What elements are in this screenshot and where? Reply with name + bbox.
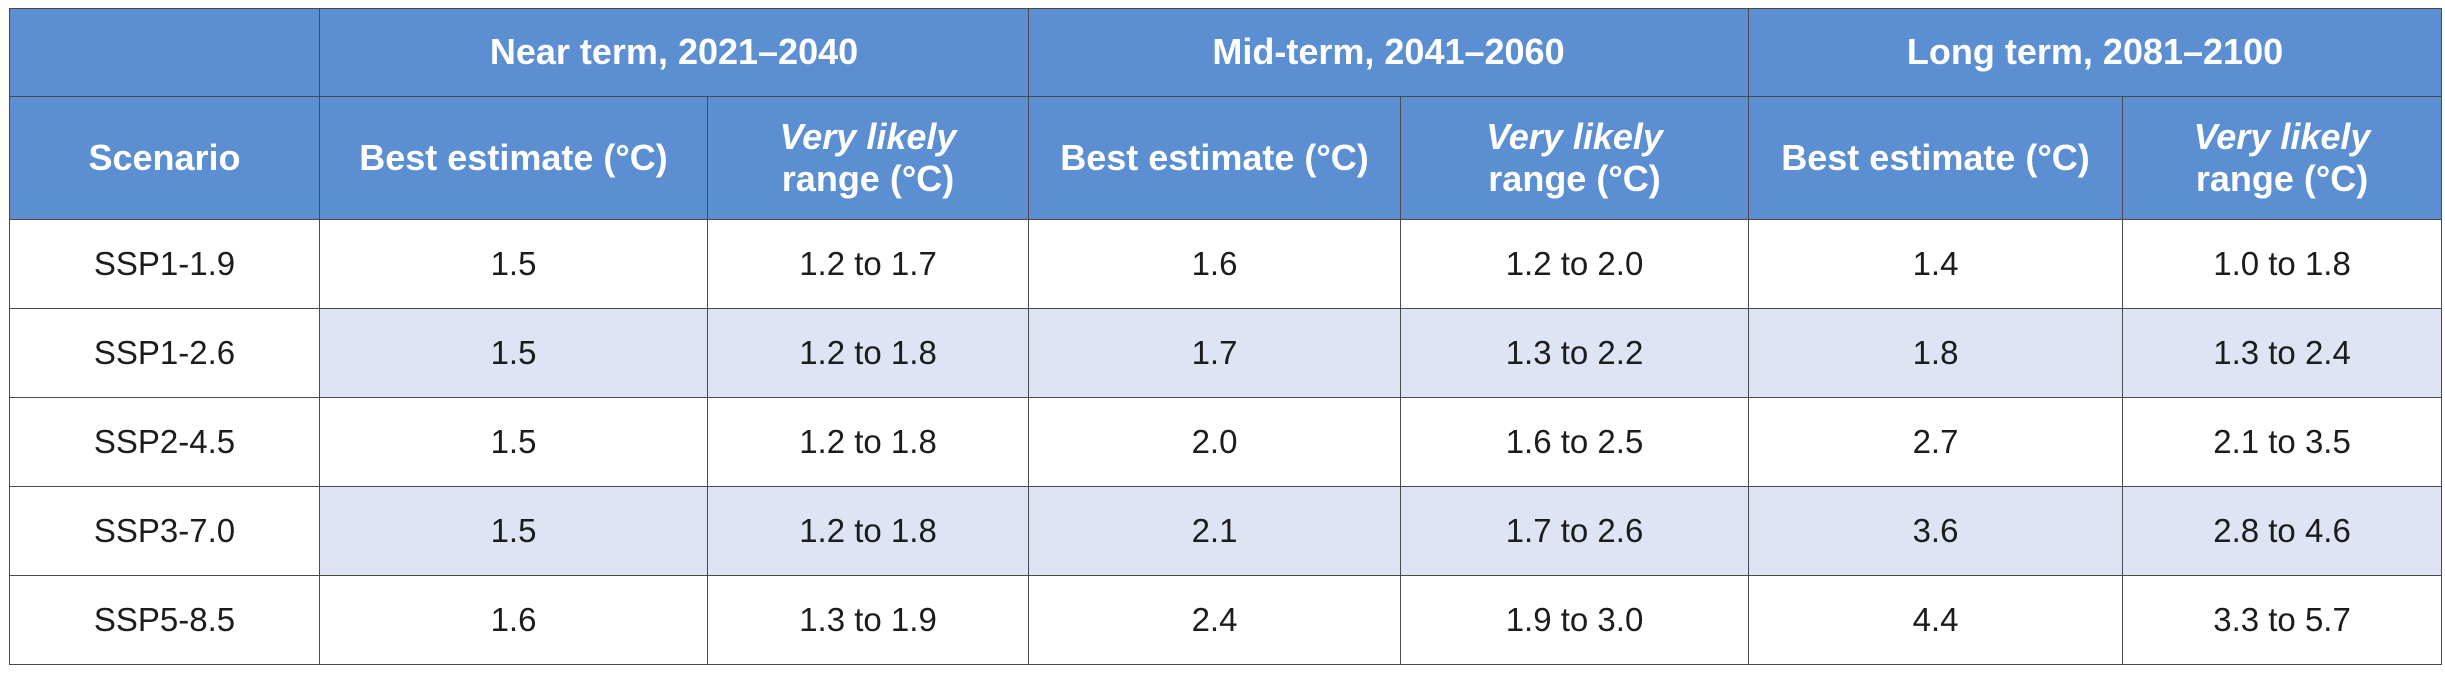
mid-range-cell: 1.9 to 3.0	[1399, 575, 1750, 665]
table-row: SSP5-8.5 1.6 1.3 to 1.9 2.4 1.9 to 3.0 4…	[9, 575, 2443, 665]
long-range-cell: 3.3 to 5.7	[2122, 575, 2443, 665]
mid-best-cell: 2.4	[1028, 575, 1401, 665]
period-header-near-term: Near term, 2021–2040	[319, 8, 1029, 97]
period-header-row: Near term, 2021–2040 Mid-term, 2041–2060…	[9, 8, 2443, 97]
mid-best-estimate-header: Best estimate (°C)	[1028, 96, 1401, 220]
near-range-cell: 1.2 to 1.7	[707, 219, 1029, 309]
mid-best-cell: 1.6	[1028, 219, 1401, 309]
mid-range-cell: 1.3 to 2.2	[1399, 308, 1750, 398]
near-best-estimate-header: Best estimate (°C)	[319, 96, 708, 220]
near-best-cell: 1.5	[319, 219, 708, 309]
near-best-cell: 1.5	[319, 486, 708, 576]
very-likely-label: Very likely	[1486, 115, 1663, 157]
mid-best-cell: 2.0	[1028, 397, 1401, 487]
scenario-cell: SSP1-2.6	[9, 308, 320, 398]
range-unit-label: range (°C)	[1488, 158, 1661, 199]
table-row: SSP1-2.6 1.5 1.2 to 1.8 1.7 1.3 to 2.2 1…	[9, 308, 2443, 398]
long-very-likely-range-header: Very likely range (°C)	[2122, 96, 2443, 220]
scenario-cell: SSP3-7.0	[9, 486, 320, 576]
long-range-cell: 2.8 to 4.6	[2122, 486, 2443, 576]
long-best-estimate-header: Best estimate (°C)	[1748, 96, 2124, 220]
long-best-cell: 3.6	[1748, 486, 2124, 576]
very-likely-label: Very likely	[779, 115, 957, 157]
long-range-cell: 1.0 to 1.8	[2122, 219, 2443, 309]
near-very-likely-range-header: Very likely range (°C)	[707, 96, 1029, 220]
long-best-cell: 1.4	[1748, 219, 2124, 309]
near-range-cell: 1.3 to 1.9	[707, 575, 1029, 665]
period-header-mid-term: Mid-term, 2041–2060	[1027, 8, 1750, 97]
near-range-cell: 1.2 to 1.8	[707, 397, 1029, 487]
scenario-cell: SSP5-8.5	[9, 575, 320, 665]
long-range-cell: 1.3 to 2.4	[2122, 308, 2443, 398]
range-unit-label: range (°C)	[781, 158, 955, 199]
near-best-cell: 1.5	[319, 308, 708, 398]
table-row: SSP3-7.0 1.5 1.2 to 1.8 2.1 1.7 to 2.6 3…	[9, 486, 2443, 576]
long-best-cell: 1.8	[1748, 308, 2124, 398]
mid-best-cell: 2.1	[1028, 486, 1401, 576]
very-likely-label: Very likely	[2193, 115, 2371, 157]
mid-range-cell: 1.2 to 2.0	[1399, 219, 1750, 309]
range-unit-label: range (°C)	[2195, 158, 2369, 199]
near-best-cell: 1.5	[319, 397, 708, 487]
warming-projection-table: Near term, 2021–2040 Mid-term, 2041–2060…	[9, 8, 2443, 665]
scenario-cell: SSP1-1.9	[9, 219, 320, 309]
mid-best-cell: 1.7	[1028, 308, 1401, 398]
scenario-column-header: Scenario	[9, 96, 320, 220]
long-range-cell: 2.1 to 3.5	[2122, 397, 2443, 487]
mid-very-likely-range-header: Very likely range (°C)	[1399, 96, 1750, 220]
corner-cell	[9, 8, 320, 97]
near-best-cell: 1.6	[319, 575, 708, 665]
period-header-long-term: Long term, 2081–2100	[1748, 8, 2443, 97]
table-row: SSP1-1.9 1.5 1.2 to 1.7 1.6 1.2 to 2.0 1…	[9, 219, 2443, 309]
long-best-cell: 4.4	[1748, 575, 2124, 665]
near-range-cell: 1.2 to 1.8	[707, 308, 1029, 398]
table-body: SSP1-1.9 1.5 1.2 to 1.7 1.6 1.2 to 2.0 1…	[9, 219, 2443, 665]
column-header-row: Scenario Best estimate (°C) Very likely r…	[9, 96, 2443, 220]
mid-range-cell: 1.7 to 2.6	[1399, 486, 1750, 576]
table-container: Near term, 2021–2040 Mid-term, 2041–2060…	[9, 8, 2443, 665]
scenario-cell: SSP2-4.5	[9, 397, 320, 487]
long-best-cell: 2.7	[1748, 397, 2124, 487]
table-header: Near term, 2021–2040 Mid-term, 2041–2060…	[9, 8, 2443, 220]
mid-range-cell: 1.6 to 2.5	[1399, 397, 1750, 487]
near-range-cell: 1.2 to 1.8	[707, 486, 1029, 576]
table-row: SSP2-4.5 1.5 1.2 to 1.8 2.0 1.6 to 2.5 2…	[9, 397, 2443, 487]
